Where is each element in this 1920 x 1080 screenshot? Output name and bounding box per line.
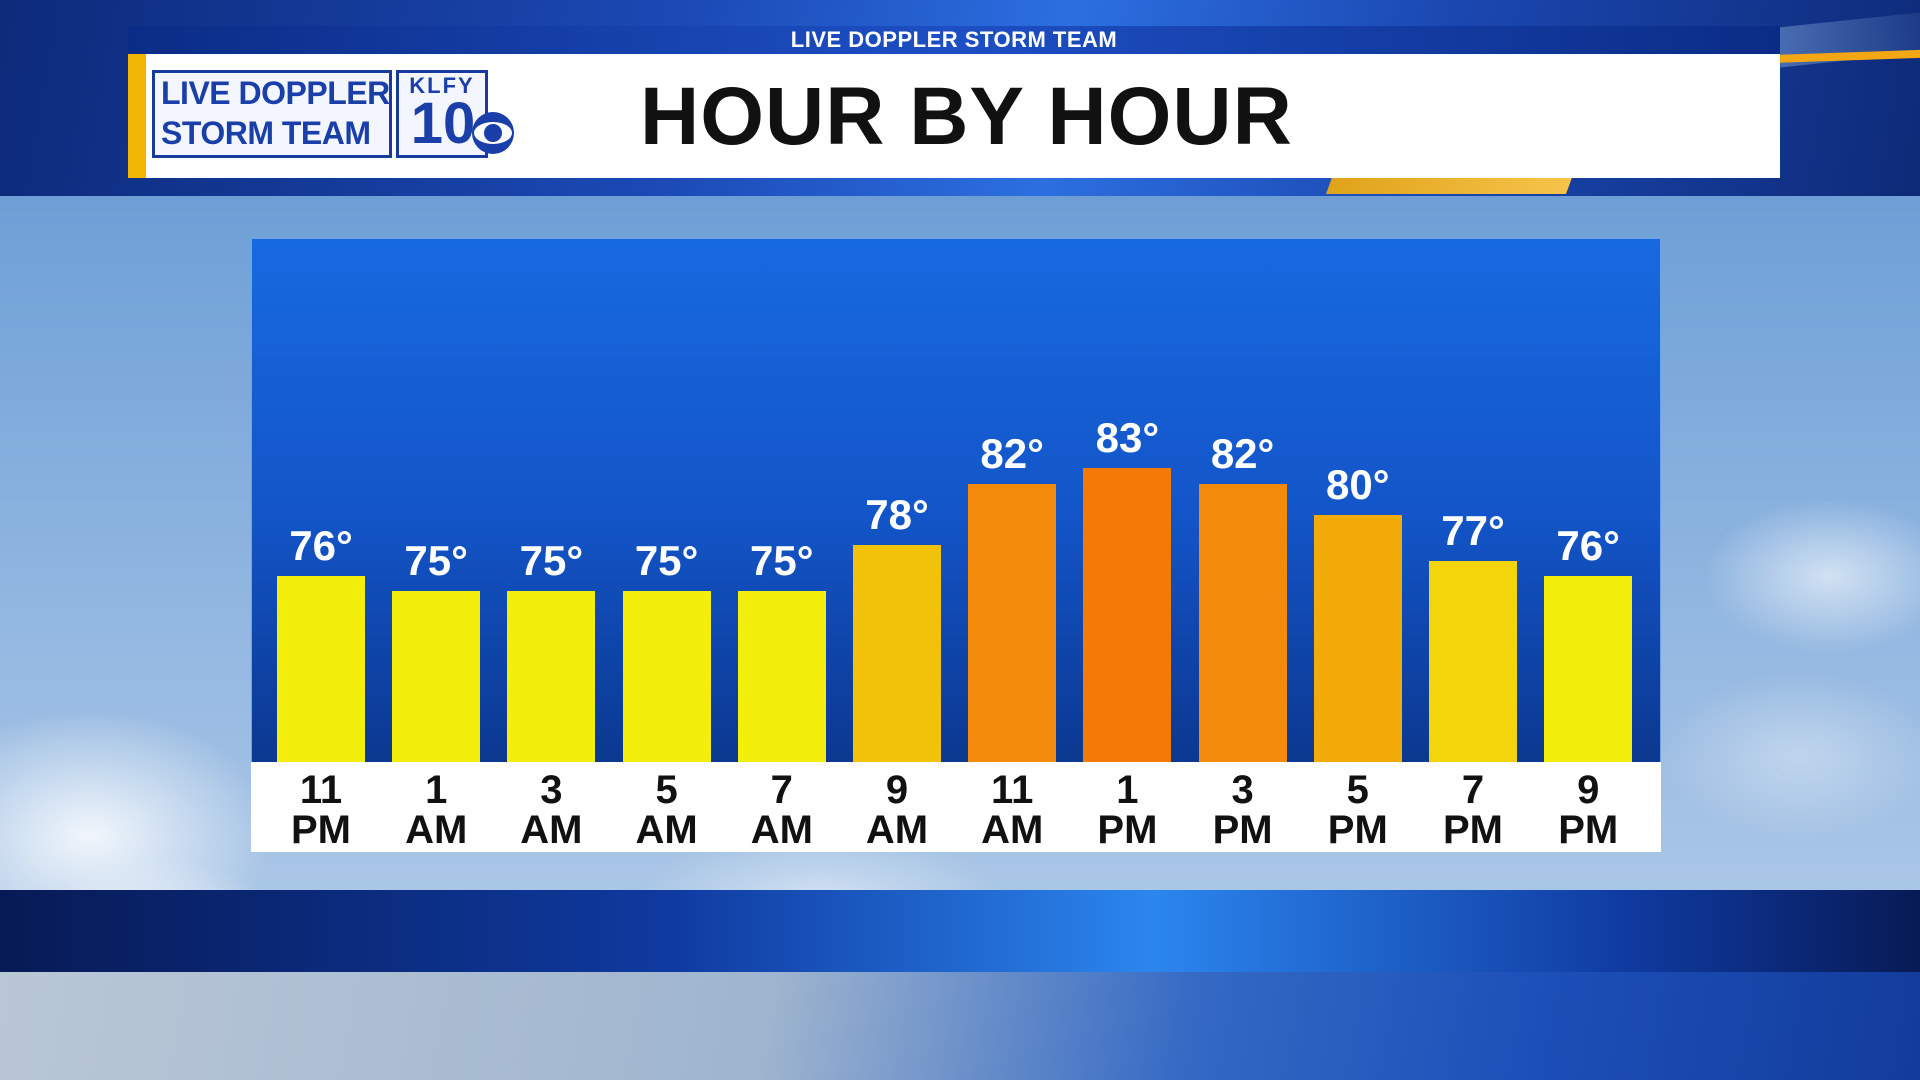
x-tick-hour: 9 bbox=[1577, 768, 1600, 812]
x-tick-label-6: 11 AM bbox=[957, 770, 1067, 850]
x-tick-label-7: 1 PM bbox=[1072, 770, 1182, 850]
x-tick-label-10: 7 PM bbox=[1418, 770, 1528, 850]
page-title: HOUR BY HOUR bbox=[640, 71, 1293, 162]
x-tick-label-1: 1 AM bbox=[381, 770, 491, 850]
x-tick-period: PM bbox=[291, 808, 351, 852]
x-tick-label-8: 3 PM bbox=[1188, 770, 1298, 850]
x-tick-period: AM bbox=[865, 808, 929, 852]
lower-blue-band bbox=[0, 890, 1920, 972]
x-tick-period: AM bbox=[405, 808, 468, 852]
data-label-4: 75° bbox=[750, 537, 814, 585]
x-tick-period: PM bbox=[1327, 808, 1388, 852]
header-strip: LIVE DOPPLER STORM TEAM bbox=[128, 26, 1780, 54]
bar-8 bbox=[1198, 483, 1287, 762]
x-tick-hour: 3 bbox=[1231, 768, 1254, 812]
logo-channel: 10 bbox=[410, 91, 476, 156]
bar-3 bbox=[622, 591, 711, 762]
bar-2 bbox=[507, 591, 596, 762]
x-tick-hour: 11 bbox=[299, 768, 343, 812]
bar-11 bbox=[1544, 576, 1633, 762]
bar-0 bbox=[277, 576, 365, 762]
logo-station: KLFY bbox=[409, 73, 475, 98]
x-tick-period: PM bbox=[1558, 808, 1619, 852]
x-tick-label-3: 5 AM bbox=[612, 770, 722, 850]
data-label-10: 77° bbox=[1441, 506, 1505, 554]
bar-7 bbox=[1083, 468, 1172, 762]
bar-10 bbox=[1429, 560, 1517, 762]
data-label-9: 80° bbox=[1326, 460, 1390, 508]
bar-9 bbox=[1313, 514, 1402, 762]
bar-6 bbox=[968, 483, 1057, 762]
logo-line-1: LIVE DOPPLER bbox=[161, 75, 390, 111]
x-tick-label-11: 9 PM bbox=[1533, 770, 1643, 850]
x-tick-period: PM bbox=[1097, 808, 1158, 852]
bar-5 bbox=[853, 545, 941, 762]
x-tick-label-2: 3 AM bbox=[496, 770, 606, 850]
x-tick-period: AM bbox=[635, 808, 698, 852]
x-tick-label-5: 9 AM bbox=[842, 770, 952, 850]
x-tick-hour: 3 bbox=[540, 768, 563, 812]
x-tick-label-9: 5 PM bbox=[1303, 770, 1413, 850]
x-tick-hour: 9 bbox=[885, 768, 909, 812]
data-label-8: 82° bbox=[1210, 429, 1275, 477]
data-label-3: 75° bbox=[634, 537, 699, 585]
data-label-2: 75° bbox=[519, 537, 584, 585]
x-tick-hour: 1 bbox=[425, 768, 448, 812]
cbs-eye-icon bbox=[472, 112, 514, 154]
bottom-background bbox=[0, 972, 1920, 1080]
x-tick-label-4: 7 AM bbox=[727, 770, 837, 850]
data-label-6: 82° bbox=[980, 429, 1044, 477]
bar-1 bbox=[392, 591, 481, 762]
data-label-7: 83° bbox=[1095, 414, 1160, 462]
x-tick-hour: 1 bbox=[1116, 768, 1139, 812]
x-tick-hour: 5 bbox=[655, 768, 678, 812]
data-label-0: 76° bbox=[289, 522, 353, 570]
x-tick-period: AM bbox=[981, 808, 1044, 852]
logo-line-2: STORM TEAM bbox=[161, 115, 371, 151]
station-logo: LIVE DOPPLER STORM TEAM KLFY 10 bbox=[152, 70, 514, 160]
data-label-11: 76° bbox=[1556, 522, 1620, 570]
x-tick-period: AM bbox=[520, 808, 583, 852]
x-tick-period: PM bbox=[1212, 808, 1273, 852]
x-tick-hour: 11 bbox=[991, 768, 1034, 812]
logo-storm-team-box: LIVE DOPPLER STORM TEAM bbox=[152, 70, 392, 158]
bar-4 bbox=[737, 591, 826, 762]
data-label-1: 75° bbox=[404, 537, 468, 585]
x-tick-label-0: 11 PM bbox=[266, 770, 376, 850]
x-axis-label-strip bbox=[251, 762, 1661, 852]
x-tick-hour: 5 bbox=[1346, 768, 1369, 812]
x-tick-period: AM bbox=[750, 808, 813, 852]
chart-panel bbox=[251, 238, 1661, 852]
x-tick-period: PM bbox=[1443, 808, 1503, 852]
x-tick-hour: 7 bbox=[770, 768, 793, 812]
data-label-5: 78° bbox=[865, 491, 929, 539]
logo-klfy-box: KLFY 10 bbox=[396, 70, 488, 158]
x-tick-hour: 7 bbox=[1461, 768, 1485, 812]
